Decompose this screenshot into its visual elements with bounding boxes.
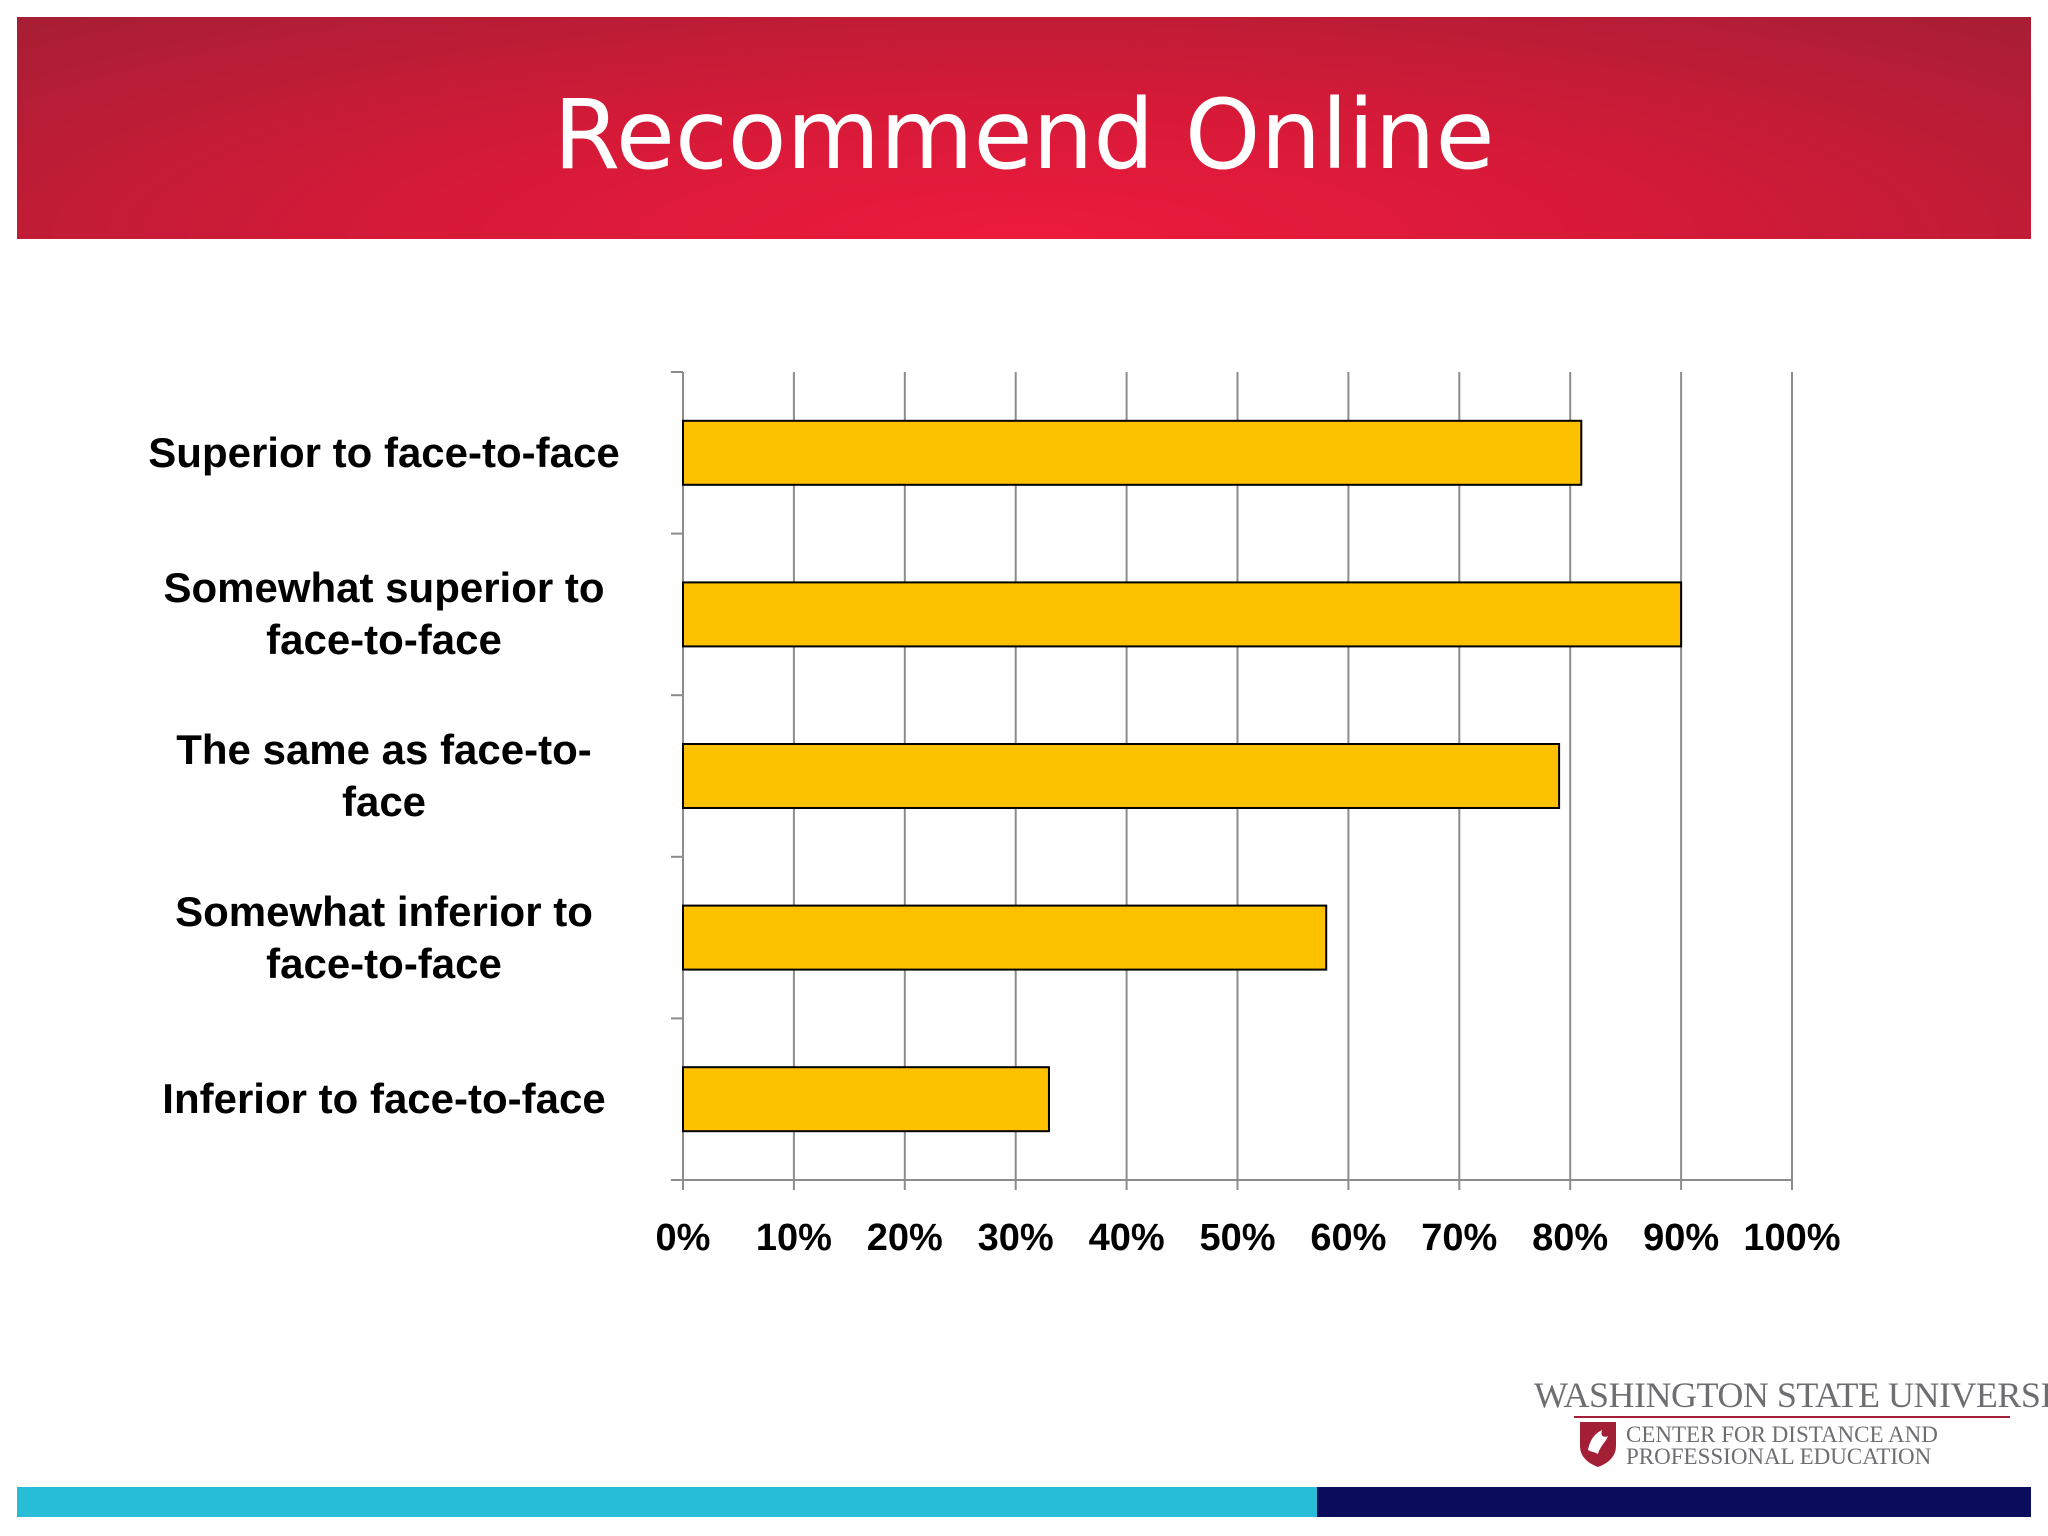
x-tick-label: 70%: [1421, 1217, 1498, 1259]
category-label-4: Somewhat inferior to face-to-face: [124, 886, 644, 990]
x-tick-label: 50%: [1199, 1217, 1276, 1259]
x-tick-label: 10%: [755, 1217, 832, 1259]
category-label-line: Somewhat superior to: [163, 564, 605, 612]
category-label-line: Inferior to face-to-face: [162, 1075, 606, 1123]
x-tick-label: 60%: [1310, 1217, 1387, 1259]
bar-2: [682, 581, 1683, 648]
category-label-2: Somewhat superior to face-to-face: [124, 562, 644, 666]
category-label-line: face-to-face: [266, 616, 502, 664]
category-label-line: Somewhat inferior to: [175, 887, 593, 935]
bar-5: [682, 1066, 1050, 1133]
category-label-1: Superior to face-to-face: [124, 427, 644, 479]
logo-line-2: PROFESSIONAL EDUCATION: [1626, 1444, 1932, 1469]
wsu-logo: WASHINGTON STATE UNIVERSITY CENTER FOR D…: [1534, 1374, 2048, 1474]
x-tick-label: 0%: [655, 1217, 711, 1259]
slide-title: Recommend Online: [553, 79, 1495, 191]
category-label-3: The same as face-to-face: [124, 724, 644, 828]
logo-wordmark: WASHINGTON STATE UNIVERSITY: [1534, 1375, 2048, 1415]
category-label-line: face: [341, 778, 427, 825]
bar-4: [682, 904, 1328, 971]
bar-1: [682, 419, 1583, 486]
logo-line-1: CENTER FOR DISTANCE AND: [1626, 1422, 1938, 1447]
cougar-shield-icon: [1580, 1422, 1616, 1467]
x-tick-label: 90%: [1643, 1217, 1720, 1259]
category-label-line: face-to-face: [266, 939, 502, 987]
footer-bar-navy: [1317, 1487, 2031, 1517]
x-tick-label: 40%: [1088, 1217, 1165, 1259]
bar-3: [682, 743, 1561, 809]
category-label-5: Inferior to face-to-face: [124, 1073, 644, 1125]
title-banner: Recommend Online: [17, 17, 2031, 239]
category-label-line: Superior to face-to-face: [148, 428, 620, 476]
x-tick-label: 30%: [977, 1217, 1054, 1259]
x-tick-label: 100%: [1743, 1217, 1841, 1259]
bars: [682, 419, 1683, 1133]
logo-rule: [1574, 1416, 2010, 1418]
x-tick-label: 80%: [1532, 1217, 1609, 1259]
footer-bar-cyan: [17, 1487, 1317, 1517]
x-tick-label: 20%: [866, 1217, 943, 1259]
category-label-line: The same as face-to-: [176, 726, 592, 773]
